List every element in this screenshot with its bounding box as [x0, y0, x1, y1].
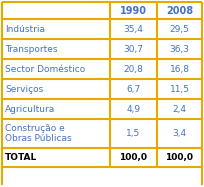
Text: TOTAL: TOTAL	[5, 153, 37, 162]
Text: 35,4: 35,4	[124, 24, 143, 33]
Text: 11,5: 11,5	[170, 85, 190, 94]
Text: Indústria: Indústria	[5, 24, 45, 33]
Text: 1,5: 1,5	[126, 129, 141, 138]
Text: 4,9: 4,9	[126, 105, 141, 114]
Text: Serviços: Serviços	[5, 85, 43, 94]
Text: Transportes: Transportes	[5, 45, 58, 53]
Text: 36,3: 36,3	[170, 45, 190, 53]
Text: 2,4: 2,4	[173, 105, 186, 114]
Text: 100,0: 100,0	[120, 153, 147, 162]
Text: 30,7: 30,7	[123, 45, 143, 53]
Text: Agricultura: Agricultura	[5, 105, 55, 114]
Text: 6,7: 6,7	[126, 85, 141, 94]
Text: 1990: 1990	[120, 5, 147, 16]
Text: 2008: 2008	[166, 5, 193, 16]
Text: 100,0: 100,0	[165, 153, 194, 162]
Text: Sector Doméstico: Sector Doméstico	[5, 65, 85, 73]
Text: Construção e
Obras Públicas: Construção e Obras Públicas	[5, 124, 72, 143]
Text: 29,5: 29,5	[170, 24, 190, 33]
Text: 3,4: 3,4	[172, 129, 187, 138]
Text: 16,8: 16,8	[170, 65, 190, 73]
Text: 20,8: 20,8	[124, 65, 143, 73]
